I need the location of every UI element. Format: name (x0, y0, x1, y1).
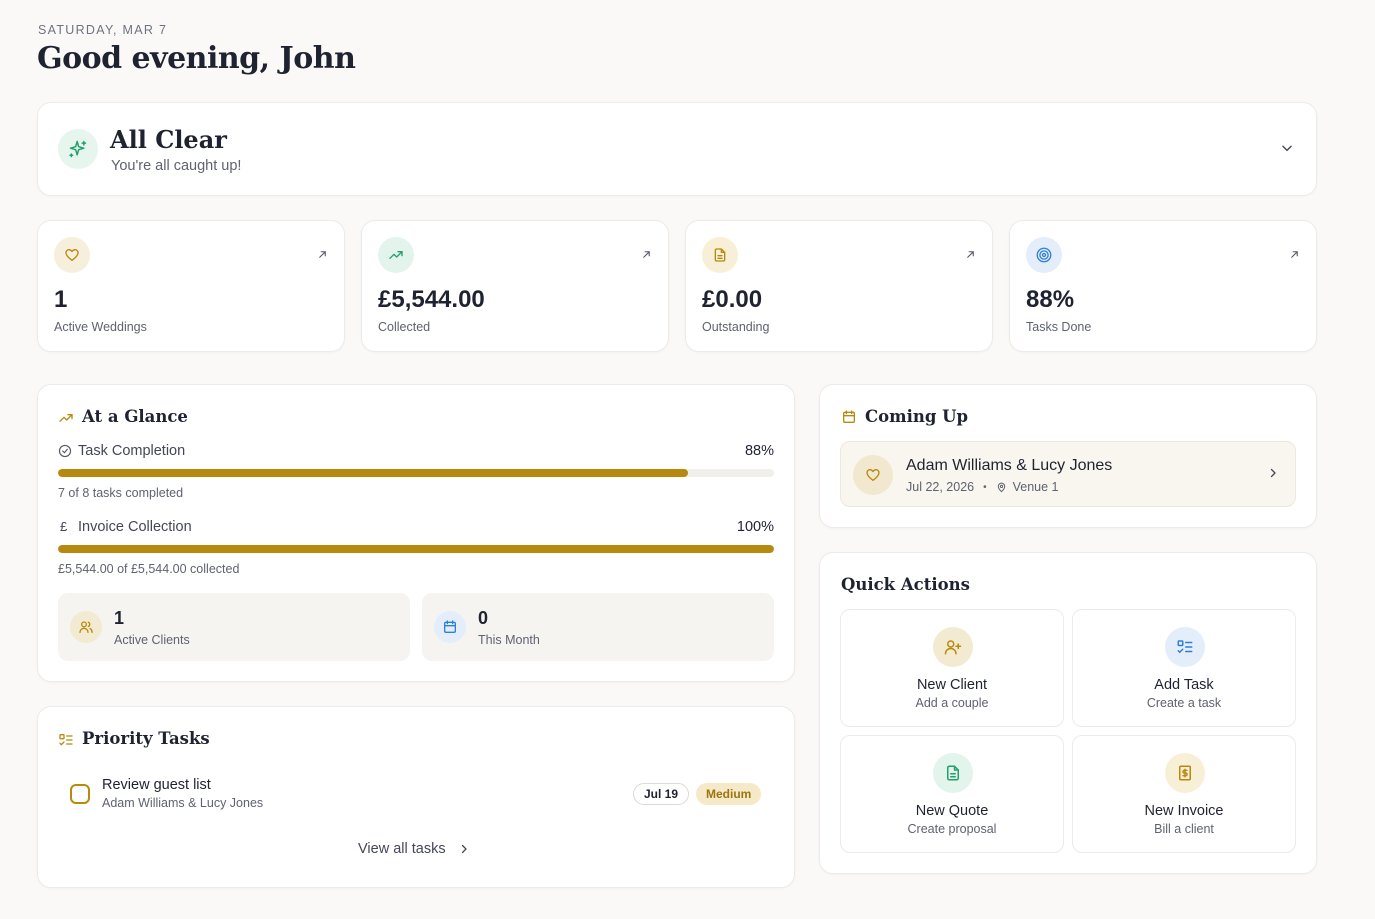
task-completion-percent: 88% (744, 443, 774, 459)
view-all-label: View all tasks (358, 841, 446, 857)
chevron-down-icon[interactable] (1280, 141, 1294, 160)
page-title: Good evening, John (37, 41, 356, 76)
separator-dot: • (983, 481, 987, 493)
coming-up-card: Coming Up Adam Williams & Lucy Jones Jul… (819, 384, 1317, 528)
map-pin-icon (997, 482, 1005, 492)
this-month-tile: 0 This Month (422, 593, 774, 661)
event-name: Adam Williams & Lucy Jones (906, 457, 1113, 474)
event-meta: Jul 22, 2026 • Venue 1 (906, 480, 1059, 494)
invoice-collection-percent: 100% (736, 519, 774, 535)
stat-card-outstanding[interactable]: £0.00 Outstanding (685, 220, 993, 352)
add-task-button[interactable]: Add Task Create a task (1072, 609, 1296, 727)
calendar-icon (841, 409, 857, 430)
event-venue: Venue 1 (1012, 480, 1059, 494)
priority-tasks-card: Priority Tasks Review guest list Adam Wi… (37, 706, 795, 888)
section-title: At a Glance (82, 407, 188, 426)
task-checkbox[interactable] (70, 784, 90, 804)
stat-card-collected[interactable]: £5,544.00 Collected (361, 220, 669, 352)
invoice-collection-bar (58, 545, 774, 553)
document-icon (702, 237, 738, 273)
arrow-up-right-icon[interactable] (1289, 247, 1300, 265)
trending-up-icon (58, 410, 74, 431)
task-priority-badge: Medium (696, 783, 762, 805)
stat-label: Collected (378, 320, 431, 334)
arrow-up-right-icon[interactable] (965, 247, 976, 265)
task-due-date-badge: Jul 19 (633, 783, 690, 805)
new-quote-button[interactable]: New Quote Create proposal (840, 735, 1064, 853)
date-label: SATURDAY, MAR 7 (38, 23, 168, 37)
task-completion-sub: 7 of 8 tasks completed (58, 486, 184, 500)
event-item[interactable]: Adam Williams & Lucy Jones Jul 22, 2026 … (840, 441, 1296, 507)
trending-up-icon (378, 237, 414, 273)
file-text-icon (933, 753, 973, 793)
arrow-up-right-icon[interactable] (641, 247, 652, 265)
list-check-icon (58, 732, 74, 753)
quick-actions-card: Quick Actions New Client Add a couple Ad… (819, 552, 1317, 874)
section-title: Quick Actions (841, 575, 970, 594)
chevron-right-icon (461, 844, 467, 854)
task-completion-bar (58, 469, 774, 477)
user-plus-icon (933, 627, 973, 667)
arrow-up-right-icon[interactable] (317, 247, 328, 265)
section-title: Priority Tasks (82, 729, 210, 748)
heart-icon (54, 237, 90, 273)
calendar-icon (434, 611, 466, 643)
action-subtitle: Create proposal (907, 822, 997, 836)
active-clients-tile: 1 Active Clients (58, 593, 410, 661)
stat-label: Tasks Done (1026, 320, 1092, 334)
check-circle-icon (58, 444, 72, 463)
status-title: All Clear (110, 125, 227, 154)
action-title: New Client (916, 677, 988, 693)
new-client-button[interactable]: New Client Add a couple (840, 609, 1064, 727)
list-check-icon (1165, 627, 1205, 667)
action-subtitle: Create a task (1146, 696, 1222, 710)
task-title[interactable]: Review guest list (102, 777, 211, 793)
active-clients-value: 1 (114, 608, 125, 628)
task-completion-bar-fill (58, 469, 689, 477)
stat-value: 1 (54, 286, 68, 313)
invoice-collection-label: Invoice Collection (78, 519, 192, 535)
stat-label: Outstanding (702, 320, 770, 334)
invoice-collection-bar-fill (58, 545, 774, 553)
status-banner[interactable]: All Clear You're all caught up! (37, 102, 1317, 196)
task-client: Adam Williams & Lucy Jones (102, 796, 264, 810)
stat-card-tasks-done[interactable]: 88% Tasks Done (1009, 220, 1317, 352)
stat-value: £0.00 (702, 286, 763, 313)
stat-value: 88% (1026, 286, 1075, 313)
stat-label: Active Weddings (54, 320, 147, 334)
users-icon (70, 611, 102, 643)
stat-value: £5,544.00 (378, 286, 485, 313)
invoice-collection-sub: £5,544.00 of £5,544.00 collected (58, 562, 240, 576)
heart-icon (853, 455, 893, 495)
chevron-right-icon (1267, 466, 1279, 484)
active-clients-label: Active Clients (114, 633, 190, 647)
view-all-tasks-link[interactable]: View all tasks (358, 841, 470, 857)
sparkle-icon (58, 129, 98, 169)
action-subtitle: Add a couple (915, 696, 989, 710)
this-month-label: This Month (478, 633, 540, 647)
action-subtitle: Bill a client (1154, 822, 1214, 836)
action-title: New Quote (915, 803, 989, 819)
action-title: New Invoice (1144, 803, 1224, 819)
stat-card-active-weddings[interactable]: 1 Active Weddings (37, 220, 345, 352)
task-completion-label: Task Completion (78, 443, 186, 459)
action-title: Add Task (1154, 677, 1214, 693)
target-icon (1026, 237, 1062, 273)
receipt-icon (1165, 753, 1205, 793)
new-invoice-button[interactable]: New Invoice Bill a client (1072, 735, 1296, 853)
pound-icon: £ (60, 519, 68, 534)
at-a-glance-card: At a Glance Task Completion 88% 7 of 8 t… (37, 384, 795, 682)
this-month-value: 0 (478, 608, 489, 628)
section-title: Coming Up (865, 407, 969, 426)
status-subtitle: You're all caught up! (111, 158, 242, 174)
event-date: Jul 22, 2026 (906, 480, 975, 494)
